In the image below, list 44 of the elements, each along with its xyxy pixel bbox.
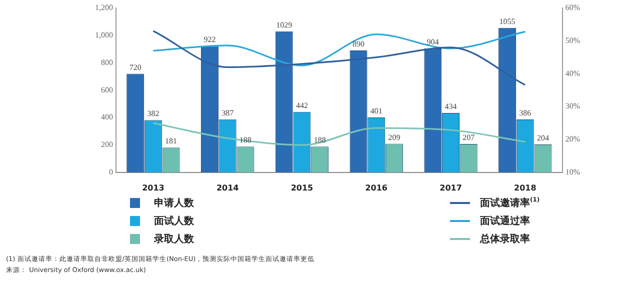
data-label: 209 [388, 132, 400, 142]
data-label: 181 [165, 136, 178, 146]
data-label: 401 [370, 106, 382, 116]
y2-tick-label: 10% [565, 167, 580, 176]
x-tick-label: 2013 [142, 183, 164, 192]
data-label: 904 [426, 38, 439, 47]
data-label: 387 [222, 108, 234, 118]
line-series [152, 30, 526, 66]
data-label: 386 [519, 108, 532, 118]
x-tick-label: 2015 [290, 183, 314, 192]
y2-tick-label: 30% [565, 102, 580, 111]
legend-label: 面试人数 [154, 214, 194, 228]
data-label: 1055 [499, 16, 516, 26]
x-tick-label: 2016 [365, 183, 388, 192]
x-tick-label: 2014 [216, 183, 240, 192]
line-series [152, 30, 526, 86]
y-tick-label: 800 [101, 58, 113, 67]
data-label: 1029 [276, 20, 292, 30]
legend-label: 面试通过率 [480, 214, 530, 228]
y2-tick-label: 60% [565, 3, 580, 12]
y-tick-label: 1,000 [95, 30, 113, 40]
legend-label: 面试邀请率$^{(1)}$ [480, 196, 540, 210]
data-label: 890 [352, 40, 365, 49]
y-tick-label: 400 [101, 112, 113, 122]
line-series [152, 122, 526, 146]
x-tick-label: 2018 [514, 183, 537, 192]
legend-label: 申请人数 [154, 196, 194, 210]
y2-tick-label: 40% [565, 68, 580, 78]
data-label: 434 [444, 102, 457, 112]
data-label: 382 [147, 109, 160, 118]
y2-tick-label: 20% [565, 134, 580, 144]
data-label: 207 [462, 133, 475, 142]
y-tick-label: 200 [101, 140, 113, 150]
legend-label: 总体录取率 [480, 232, 530, 246]
y-tick-label: 0 [109, 167, 113, 176]
data-label: 204 [536, 134, 549, 143]
data-label: 720 [129, 62, 142, 72]
legend-label: 录取人数 [154, 232, 194, 246]
data-label: 922 [204, 35, 216, 44]
data-label: 442 [296, 100, 308, 110]
y2-tick-label: 50% [565, 36, 580, 45]
x-tick-label: 2017 [440, 183, 462, 192]
y-tick-label: 1,200 [95, 3, 113, 12]
y-tick-label: 600 [101, 85, 113, 94]
